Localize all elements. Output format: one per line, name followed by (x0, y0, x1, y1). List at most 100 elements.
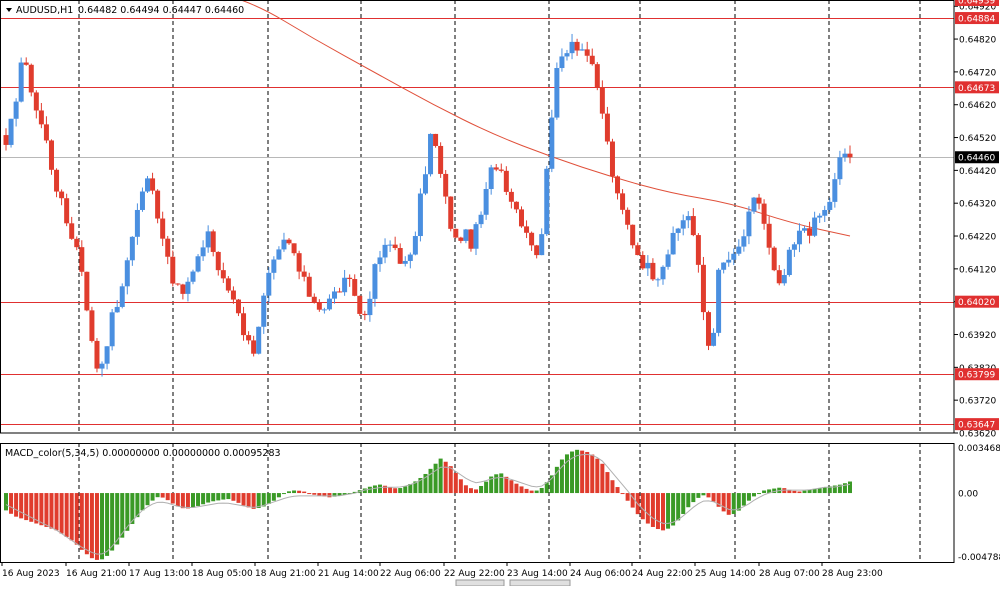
candle-body (150, 178, 156, 191)
scroll-tab[interactable] (509, 579, 571, 587)
x-tick-label: 16 Aug 2023 (2, 569, 60, 579)
candle-body (498, 169, 504, 171)
candle-body (124, 260, 130, 287)
candle-body (817, 215, 823, 218)
candle-body (372, 264, 378, 299)
macd-bar (34, 493, 39, 524)
scroll-tab[interactable] (455, 579, 505, 587)
macd-bar (150, 493, 155, 501)
candle-body (574, 41, 580, 51)
candle-body (316, 302, 322, 310)
candle-body (367, 298, 373, 316)
candle-body (407, 254, 413, 261)
candle-body (205, 231, 211, 248)
macd-bar (362, 488, 367, 494)
x-tick-label: 17 Aug 13:00 (129, 569, 190, 579)
macd-bar (807, 489, 812, 494)
macd-bar (676, 493, 681, 521)
level-price-tag (955, 418, 999, 431)
candle-body (266, 272, 272, 296)
y-tick-label: 0.64920 (959, 3, 996, 13)
candle-body (428, 133, 434, 175)
level-price-tag (955, 12, 999, 25)
macd-bar (352, 491, 357, 494)
candle-body (529, 232, 535, 246)
macd-bar (751, 493, 756, 497)
candle-body (276, 249, 282, 260)
candle-body (847, 153, 853, 158)
macd-bar (484, 481, 489, 494)
macd-bar (474, 489, 479, 494)
macd-y-tick-label: 0.0034689 (958, 444, 1000, 454)
frame-layer (0, 0, 955, 563)
macd-bar (711, 493, 716, 502)
macd-bar (170, 493, 175, 504)
macd-bar (287, 491, 292, 494)
candle-body (716, 269, 722, 333)
macd-bar (251, 493, 256, 509)
candle-body (690, 216, 696, 236)
macd-bar (590, 454, 595, 494)
macd-bar (681, 493, 686, 514)
macd-bar (266, 493, 271, 504)
candle-body (518, 209, 524, 227)
candle-body (776, 270, 782, 284)
candle-body (791, 244, 797, 250)
y-tick-label: 0.64120 (959, 265, 996, 275)
macd-bar (185, 493, 190, 509)
macd-bar (59, 493, 64, 534)
candle-body (13, 101, 19, 119)
candle-body (145, 178, 151, 192)
macd-bar (39, 493, 44, 526)
macd-bar (130, 493, 135, 524)
macd-bar (529, 490, 534, 494)
candle-body (54, 169, 60, 192)
macd-bar (388, 487, 393, 494)
dropdown-triangle-icon[interactable] (6, 8, 12, 12)
candle-body (665, 254, 671, 267)
macd-bar (135, 493, 140, 518)
macd-bar (661, 493, 666, 531)
candle-body (382, 244, 388, 258)
level-price-label: 0.63647 (958, 421, 995, 431)
macd-bar (292, 490, 297, 494)
candle-body (796, 230, 802, 245)
macd-bar (140, 493, 145, 511)
macd-indicator-label: MACD_color(5,34,5) 0.00000000 0.00000000… (5, 448, 281, 459)
macd-bar (489, 476, 494, 494)
candle-body (554, 68, 560, 118)
candle-body (741, 236, 747, 247)
candle-body (261, 295, 267, 327)
candle-body (220, 270, 226, 279)
macd-bar (438, 458, 443, 494)
macd-bar (165, 493, 170, 501)
macd-bar (110, 493, 115, 551)
candle-body (241, 313, 247, 336)
candle-body (48, 140, 54, 170)
y-tick-label: 0.64720 (959, 68, 996, 78)
candle-body (473, 224, 479, 249)
x-tick-label: 18 Aug 05:00 (192, 569, 253, 579)
candle-body (645, 262, 651, 269)
candle-body (438, 145, 444, 174)
candle-body (559, 56, 565, 69)
candle-body (786, 249, 792, 276)
macd-bar (640, 493, 645, 520)
macd-bar (757, 493, 762, 495)
candle-body (837, 157, 843, 180)
macd-bar (767, 489, 772, 494)
macd-bar (428, 468, 433, 494)
candle-body (766, 223, 772, 248)
current-price-label: 0.64460 (958, 154, 995, 164)
macd-bar (236, 493, 241, 503)
macd-bar (271, 493, 276, 501)
x-tick-label: 18 Aug 21:00 (255, 569, 316, 579)
macd-bar (610, 480, 615, 494)
macd-bar (615, 487, 620, 494)
candle-body (357, 295, 363, 314)
macd-bar (620, 493, 625, 495)
macd-bar (787, 489, 792, 494)
macd-bar (408, 484, 413, 494)
